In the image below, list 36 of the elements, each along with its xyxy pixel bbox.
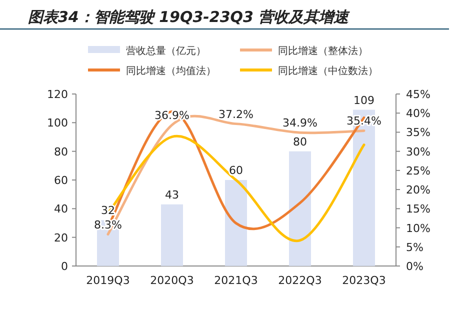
- bar: [225, 180, 247, 266]
- y-tick-label: 80: [54, 145, 68, 158]
- y2-tick-label: 10%: [406, 222, 430, 235]
- chart-title: 图表34：智能驾驶 19Q3-23Q3 营收及其增速: [28, 8, 351, 26]
- legend-label: 营收总量（亿元）: [126, 45, 206, 57]
- data-label: 34.9%: [282, 116, 318, 130]
- data-label: 43: [165, 188, 179, 202]
- y2-tick-label: 20%: [406, 184, 430, 197]
- legend-label: 同比增速（均值法）: [126, 65, 216, 77]
- y-tick-label: 60: [54, 174, 68, 187]
- data-label: 80: [293, 135, 307, 148]
- x-tick-label: 2020Q3: [150, 274, 194, 287]
- y2-tick-label: 30%: [406, 145, 430, 158]
- data-label: 37.2%: [218, 108, 254, 121]
- y2-tick-label: 45%: [406, 88, 430, 101]
- y2-tick-label: 35%: [406, 126, 430, 140]
- data-label: 109: [354, 94, 374, 107]
- x-tick-label: 2019Q3: [86, 274, 130, 287]
- legend-label: 同比增速（中位数法）: [278, 65, 378, 77]
- x-tick-label: 2021Q3: [214, 274, 258, 287]
- y2-tick-label: 5%: [406, 240, 424, 254]
- bar: [289, 151, 311, 266]
- y2-tick-label: 25%: [406, 164, 430, 178]
- x-tick-label: 2022Q3: [278, 274, 322, 287]
- y-tick-label: 40: [54, 202, 68, 216]
- y2-tick-label: 40%: [406, 107, 430, 120]
- bar: [161, 204, 183, 266]
- data-label: 60: [229, 164, 243, 177]
- y2-tick-label: 0%: [406, 260, 424, 273]
- y-tick-label: 100: [47, 116, 68, 130]
- x-tick-label: 2023Q3: [342, 274, 386, 287]
- y-tick-label: 0: [61, 260, 68, 273]
- y-tick-label: 20: [54, 231, 68, 244]
- y2-tick-label: 15%: [406, 202, 430, 216]
- legend-label: 同比增速（整体法）: [278, 45, 368, 57]
- y-tick-label: 120: [47, 88, 68, 101]
